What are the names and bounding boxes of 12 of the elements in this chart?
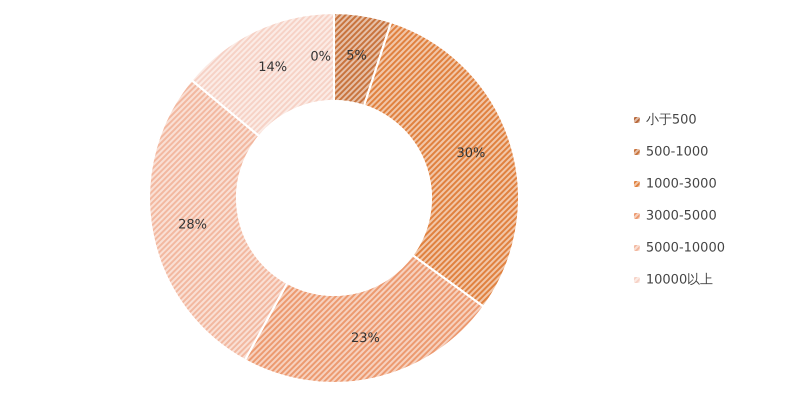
data-label: 30%: [456, 146, 486, 161]
data-label: 28%: [178, 217, 208, 232]
data-label: 5%: [346, 48, 367, 64]
legend-label: 1000-3000: [646, 176, 717, 192]
legend-label: 小于500: [646, 112, 697, 128]
legend-label: 5000-10000: [646, 240, 726, 256]
legend-label: 500-1000: [646, 144, 708, 160]
data-label: 23%: [350, 331, 380, 346]
legend-label: 3000-5000: [646, 208, 717, 224]
data-label: 14%: [258, 60, 288, 76]
legend-label: 10000以上: [646, 272, 714, 288]
text: 0%: [310, 50, 331, 64]
